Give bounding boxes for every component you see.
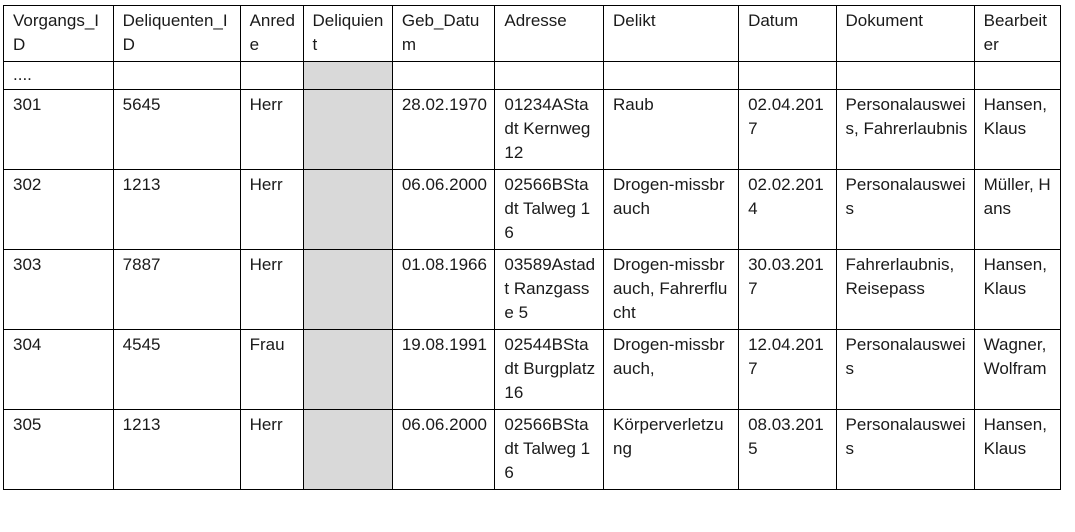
table-row: 301 5645 Herr 28.02.1970 01234AStadt Kernweg… <box>3 89 1062 170</box>
bearbeiter-cell: Hansen, Klaus <box>973 249 1062 330</box>
geb-datum-cell: 28.02.1970 <box>391 89 496 170</box>
anrede-cell: Herr <box>239 249 304 330</box>
dokument-cell: Personalausweis <box>835 169 975 250</box>
delikt-cell: Drogen-missbrauch <box>603 169 740 250</box>
datum-cell: 30.03.2017 <box>738 249 837 330</box>
adresse-cell: 02566BStadt Talweg 16 <box>494 409 605 490</box>
dokument-cell: Personalausweis <box>835 409 975 490</box>
geb-datum-cell: 06.06.2000 <box>391 169 496 250</box>
vorgangs-id-cell: 302 <box>3 169 114 250</box>
datum-cell: 02.04.2017 <box>738 89 837 170</box>
dokument-cell: Personalausweis, Fahrerlaubnis <box>835 89 975 170</box>
empty-cell <box>391 61 496 90</box>
geb-datum-cell: 01.08.1966 <box>391 249 496 330</box>
ellipsis-cell: .... <box>3 61 114 90</box>
header-geb-datum: Geb_Datum <box>391 5 496 62</box>
empty-cell <box>738 61 837 90</box>
datum-cell: 02.02.2014 <box>738 169 837 250</box>
dokument-cell: Fahrerlaubnis, Reisepass <box>835 249 975 330</box>
data-table: Vorgangs_ID Deliquenten_ID Anrede Deliqu… <box>3 5 1062 490</box>
table-row: 305 1213 Herr 06.06.2000 02566BStadt Talweg … <box>3 409 1062 490</box>
adresse-cell: 02544BStadt Burgplatz 16 <box>494 329 605 410</box>
vorgangs-id-cell: 301 <box>3 89 114 170</box>
deliquenten-id-cell: 5645 <box>112 89 241 170</box>
deliquient-cell <box>302 89 393 170</box>
anrede-cell: Herr <box>239 409 304 490</box>
geb-datum-cell: 19.08.1991 <box>391 329 496 410</box>
table-row: 302 1213 Herr 06.06.2000 02566BStadt Talweg … <box>3 169 1062 250</box>
geb-datum-cell: 06.06.2000 <box>391 409 496 490</box>
datum-cell: 08.03.2015 <box>738 409 837 490</box>
adresse-cell: 01234AStadt Kernweg 12 <box>494 89 605 170</box>
empty-cell <box>835 61 975 90</box>
header-delikt: Delikt <box>603 5 740 62</box>
bearbeiter-cell: Hansen, Klaus <box>973 89 1062 170</box>
header-dokument: Dokument <box>835 5 975 62</box>
deliquient-cell <box>302 249 393 330</box>
header-row: Vorgangs_ID Deliquenten_ID Anrede Deliqu… <box>3 5 1062 62</box>
adresse-cell: 03589Astadt Ranzgasse 5 <box>494 249 605 330</box>
deliquenten-id-cell: 7887 <box>112 249 241 330</box>
deliquient-cell <box>302 409 393 490</box>
bearbeiter-cell: Hansen, Klaus <box>973 409 1062 490</box>
empty-cell <box>973 61 1062 90</box>
deliquenten-id-cell: 1213 <box>112 409 241 490</box>
delikt-cell: Drogen-missbrauch, <box>603 329 740 410</box>
deliquient-cell <box>302 329 393 410</box>
vorgangs-id-cell: 303 <box>3 249 114 330</box>
datum-cell: 12.04.2017 <box>738 329 837 410</box>
anrede-cell: Herr <box>239 169 304 250</box>
header-vorgangs-id: Vorgangs_ID <box>3 5 114 62</box>
ellipsis-row: .... <box>3 61 1062 90</box>
empty-cell <box>239 61 304 90</box>
delikt-cell: Raub <box>603 89 740 170</box>
table-row: 303 7887 Herr 01.08.1966 03589Astadt Ranzgas… <box>3 249 1062 330</box>
header-bearbeiter: Bearbeiter <box>973 5 1062 62</box>
delikt-cell: Drogen-missbrauch, Fahrerflucht <box>603 249 740 330</box>
header-adresse: Adresse <box>494 5 605 62</box>
vorgangs-id-cell: 304 <box>3 329 114 410</box>
bearbeiter-cell: Wagner, Wolfram <box>973 329 1062 410</box>
table-row: 304 4545 Frau 19.08.1991 02544BStadt Burgpla… <box>3 329 1062 410</box>
bearbeiter-cell: Müller, Hans <box>973 169 1062 250</box>
deliquient-shaded-cell <box>302 61 393 90</box>
empty-cell <box>494 61 605 90</box>
anrede-cell: Herr <box>239 89 304 170</box>
anrede-cell: Frau <box>239 329 304 410</box>
header-datum: Datum <box>738 5 837 62</box>
header-anrede: Anrede <box>239 5 304 62</box>
deliquenten-id-cell: 1213 <box>112 169 241 250</box>
header-deliquenten-id: Deliquenten_ID <box>112 5 241 62</box>
adresse-cell: 02566BStadt Talweg 16 <box>494 169 605 250</box>
empty-cell <box>112 61 241 90</box>
header-deliquient: Deliquient <box>302 5 393 62</box>
empty-cell <box>603 61 740 90</box>
deliquient-cell <box>302 169 393 250</box>
deliquenten-id-cell: 4545 <box>112 329 241 410</box>
vorgangs-id-cell: 305 <box>3 409 114 490</box>
delikt-cell: Körperverletzung <box>603 409 740 490</box>
dokument-cell: Personalausweis <box>835 329 975 410</box>
